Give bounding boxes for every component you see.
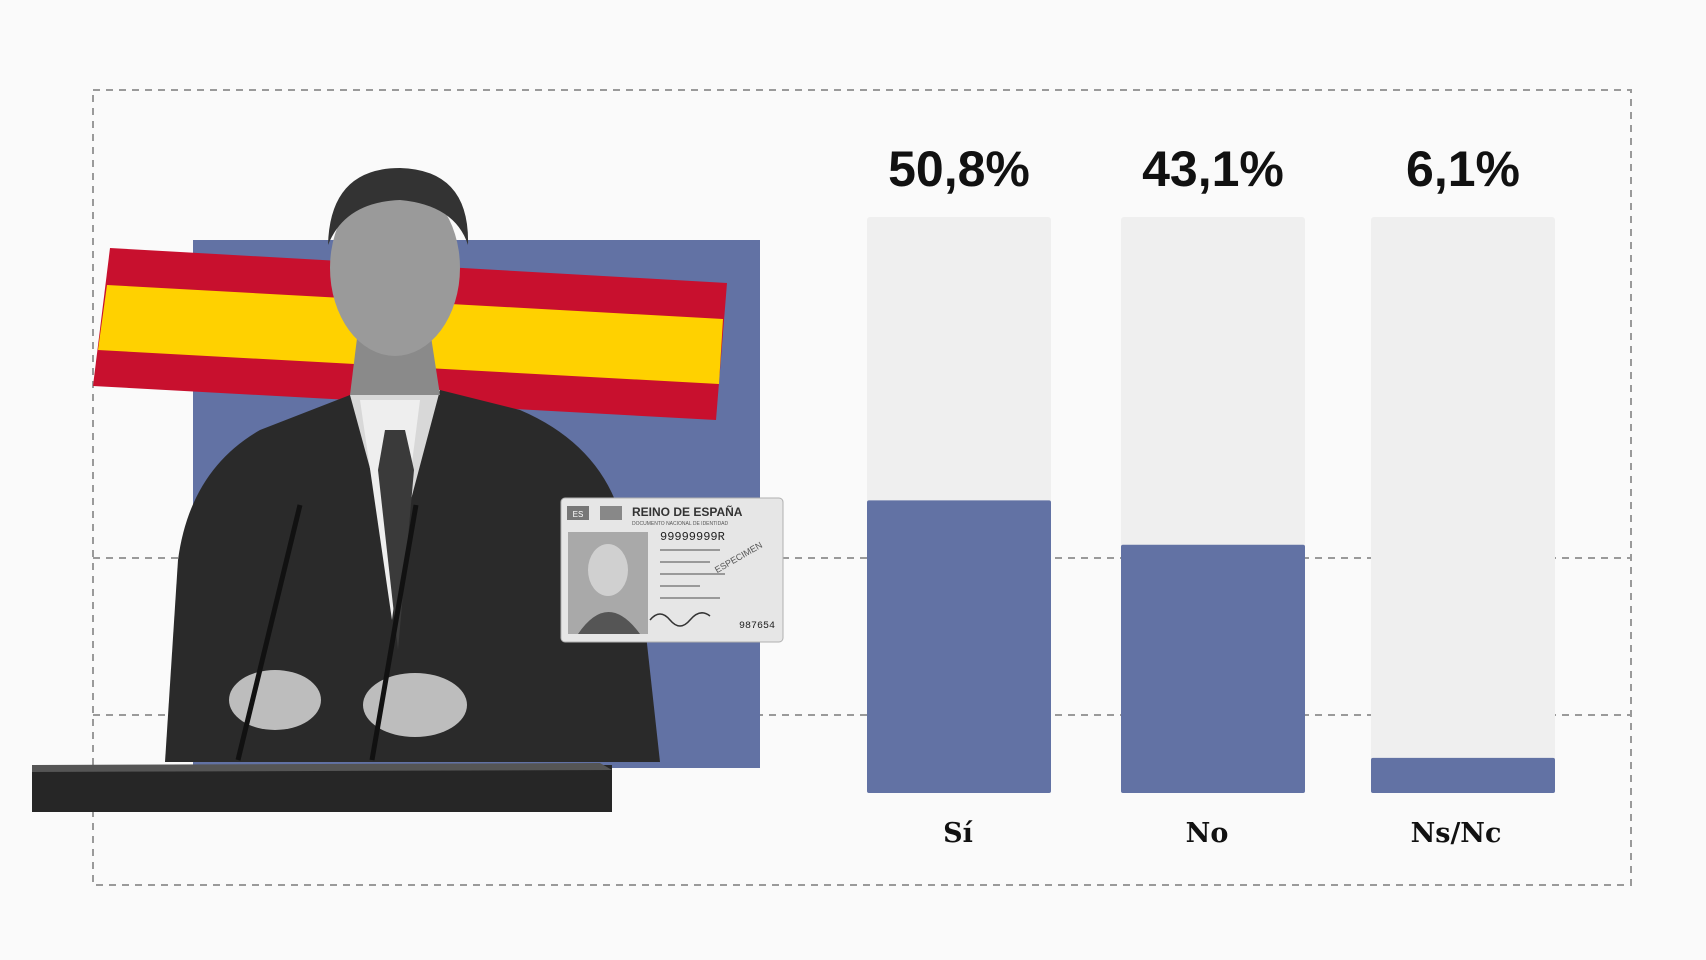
id-card-country: ES [573, 510, 584, 519]
speaker-figure [32, 168, 660, 812]
value-label: 50,8% [888, 141, 1030, 197]
category-label: Ns/Nc [1411, 818, 1502, 849]
category-label: Sí [943, 818, 973, 849]
dashed-frame [92, 89, 1632, 886]
category-label: No [1186, 818, 1229, 849]
value-label: 43,1% [1142, 141, 1284, 197]
bar-group: 50,8% Sí 43,1% No 6,1% Ns/Nc [867, 141, 1555, 849]
bar [1121, 544, 1305, 793]
id-card-serial: 987654 [739, 621, 775, 632]
bar [867, 500, 1051, 793]
id-card-signature [649, 612, 711, 627]
id-card: ES REINO DE ESPAÑA DOCUMENTO NACIONAL DE… [560, 497, 784, 643]
bar-track [1371, 217, 1555, 793]
id-card-header: REINO DE ESPAÑA [632, 504, 743, 519]
illustration: ES REINO DE ESPAÑA DOCUMENTO NACIONAL DE… [32, 168, 784, 812]
id-card-subheader: DOCUMENTO NACIONAL DE IDENTIDAD [632, 521, 729, 527]
bar [1371, 757, 1555, 793]
value-label: 6,1% [1406, 141, 1520, 197]
id-card-number: 99999999R [660, 530, 725, 544]
